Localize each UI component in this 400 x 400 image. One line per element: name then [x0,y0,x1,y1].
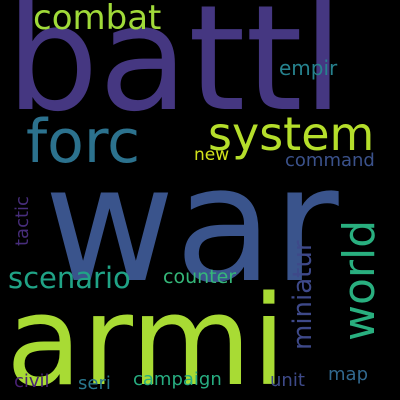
word-map: map [328,364,368,385]
word-empir: empir [279,56,338,80]
word-tactic: tactic [12,196,33,246]
word-combat: combat [33,0,162,38]
word-war: war [44,131,339,318]
word-seri: seri [78,373,111,394]
word-unit: unit [270,370,305,391]
word-campaign: campaign [133,369,222,390]
word-battl: battl [6,0,344,144]
word-forc: forc [26,107,141,177]
word-civil: civil [14,371,50,392]
word-armi: armi [6,270,287,400]
word-scenario: scenario [8,261,131,295]
word-world: world [334,219,385,341]
word-new: new [194,145,230,165]
word-system: system [208,107,375,161]
word-command: command [285,150,375,171]
word-miniatur: miniatur [288,240,318,350]
word-counter: counter [163,266,237,288]
